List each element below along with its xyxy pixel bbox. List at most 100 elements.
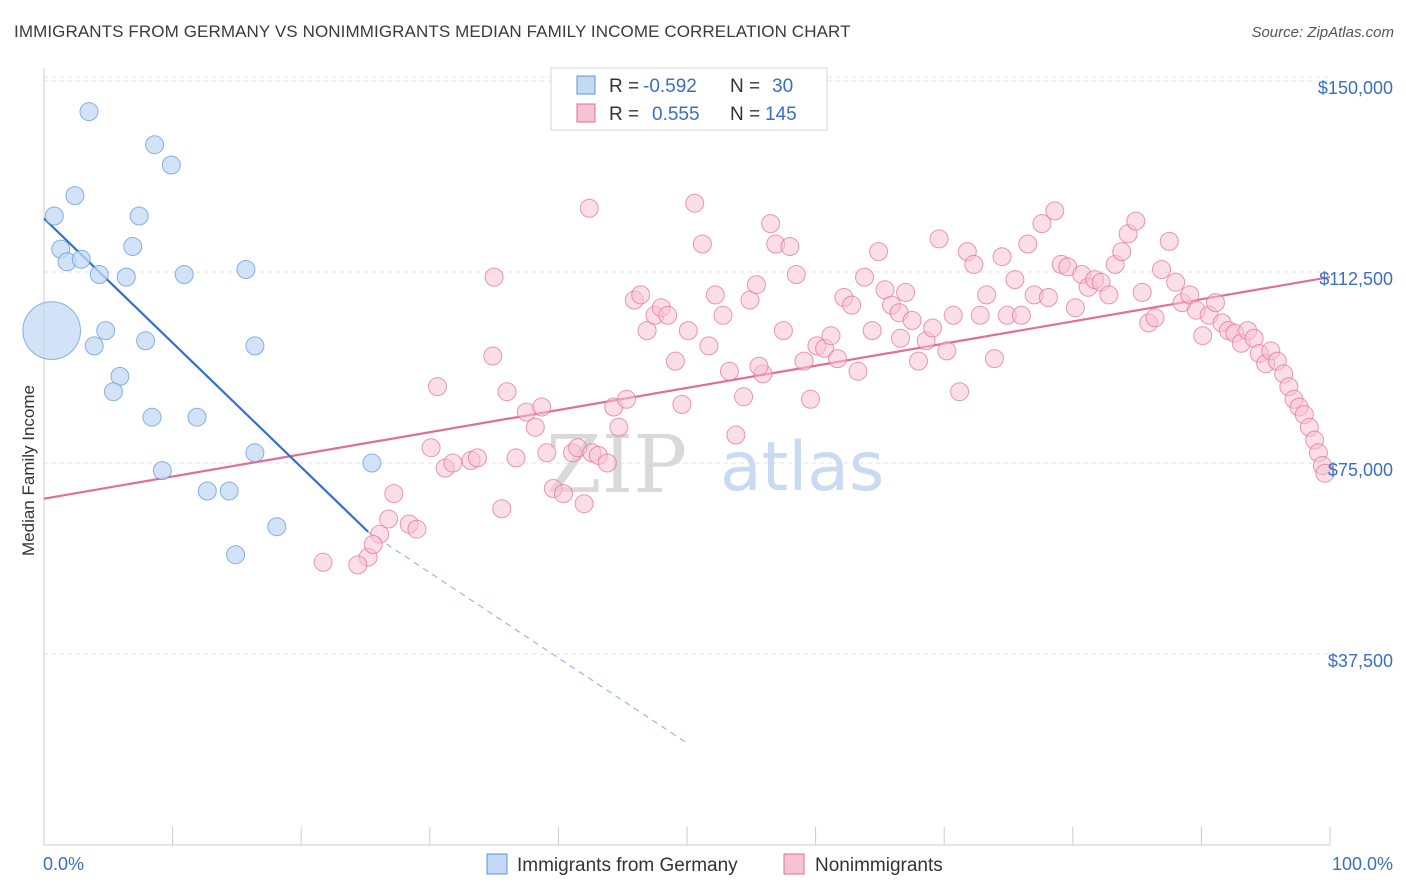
nonimmigrant-point-108 — [1112, 242, 1132, 262]
nonimmigrant-point-81 — [929, 229, 949, 249]
germany-point-4 — [65, 186, 85, 206]
nonimmigrant-point-50 — [719, 361, 739, 381]
germany-point-25 — [362, 453, 382, 473]
germany-point-16 — [84, 336, 104, 356]
nonimmigrant-point-49 — [713, 305, 733, 325]
y-tick-label-3: $150,000 — [1318, 78, 1393, 98]
nonimmigrant-point-120 — [1193, 326, 1213, 346]
nonimmigrant-point-65 — [821, 326, 841, 346]
nonimmigrant-point-68 — [842, 295, 862, 315]
nonimmigrant-point-70 — [855, 267, 874, 287]
nonimmigrant-point-76 — [896, 282, 916, 302]
nonimmigrant-point-23 — [537, 443, 557, 463]
nonimmigrant-point-98 — [1045, 201, 1065, 221]
nonimmigrant-point-61 — [794, 351, 814, 371]
nonimmigrant-point-77 — [902, 310, 922, 330]
nonimmigrant-point-101 — [1065, 298, 1085, 318]
legend-n-label-nonimmigrants: N = — [730, 104, 760, 125]
nonimmigrant-point-60 — [786, 265, 806, 284]
nonimmigrant-point-78 — [909, 351, 928, 371]
y-tick-label-0: $37,500 — [1328, 651, 1393, 671]
nonimmigrant-point-9 — [421, 438, 441, 458]
nonimmigrant-point-8 — [384, 484, 404, 504]
nonimmigrant-point-142 — [1315, 463, 1335, 483]
bottom-legend-label-nonimmigrants: Nonimmigrants — [815, 855, 943, 876]
nonimmigrant-point-17 — [492, 499, 512, 519]
legend-n-value-nonimmigrants: 145 — [765, 104, 797, 125]
y-tick-label-1: $75,000 — [1328, 460, 1393, 480]
grid-lines — [44, 76, 1330, 655]
nonimmigrant-point-72 — [869, 242, 889, 262]
nonimmigrant-point-66 — [828, 349, 847, 369]
nonimmigrant-point-19 — [506, 448, 526, 468]
nonimmigrant-point-86 — [964, 254, 984, 274]
nonimmigrant-point-41 — [658, 305, 678, 325]
nonimmigrant-point-15 — [483, 346, 503, 366]
nonimmigrant-point-144 — [891, 328, 910, 348]
nonimmigrant-point-21 — [525, 417, 545, 437]
germany-point-28 — [267, 517, 287, 537]
nonimmigrant-point-122 — [1206, 293, 1225, 313]
nonimmigrant-point-92 — [1005, 270, 1025, 290]
nonimmigrant-point-90 — [992, 247, 1012, 267]
nonimmigrant-point-34 — [609, 417, 629, 437]
nonimmigrant-point-12 — [443, 453, 463, 473]
nonimmigrant-point-54 — [746, 275, 766, 295]
legend-r-label-nonimmigrants: R = — [609, 104, 639, 125]
nonimmigrant-point-83 — [943, 305, 963, 325]
bottom-legend-label-germany: Immigrants from Germany — [517, 855, 738, 876]
trend-line-germany-extension — [367, 531, 688, 744]
nonimmigrant-point-18 — [497, 382, 517, 402]
chart-title: IMMIGRANTS FROM GERMANY VS NONIMMIGRANTS… — [14, 22, 851, 41]
nonimmigrant-point-10 — [428, 377, 447, 397]
nonimmigrant-point-111 — [1132, 282, 1152, 302]
nonimmigrant-point-115 — [1159, 231, 1179, 251]
germany-point-15 — [96, 321, 116, 341]
nonimmigrant-point-82 — [937, 341, 957, 361]
y-tick-labels: $37,500 $75,000 $112,500 $150,000 — [1318, 78, 1393, 671]
nonimmigrant-point-143 — [749, 356, 769, 376]
nonimmigrant-point-28 — [574, 494, 594, 514]
germany-point-27 — [219, 481, 239, 501]
legend-n-label-germany: N = — [730, 76, 760, 97]
axes — [43, 68, 1331, 846]
germany-point-1 — [79, 102, 99, 122]
nonimmigrant-point-32 — [597, 453, 617, 473]
nonimmigrant-point-80 — [923, 318, 943, 338]
watermark: ZIP atlas — [546, 418, 884, 511]
nonimmigrant-point-93 — [1011, 305, 1031, 325]
nonimmigrant-point-5 — [363, 535, 383, 554]
germany-point-29 — [226, 545, 246, 565]
watermark-atlas: atlas — [720, 428, 884, 507]
legend-r-label-germany: R = — [609, 76, 639, 97]
nonimmigrant-point-59 — [780, 237, 800, 256]
trend-line-nonimmigrants — [43, 276, 1331, 500]
nonimmigrant-point-48 — [705, 285, 725, 305]
germany-point-18 — [245, 336, 265, 356]
nonimmigrant-point-69 — [848, 361, 868, 381]
germany-point-24 — [152, 461, 172, 481]
nonimmigrant-point-7 — [407, 519, 427, 539]
nonimmigrant-point-110 — [1126, 211, 1146, 231]
germany-point-12 — [116, 267, 136, 287]
nonimmigrant-point-88 — [977, 285, 997, 305]
nonimmigrant-point-16 — [484, 267, 504, 287]
germany-point-22 — [187, 407, 207, 427]
nonimmigrant-point-114 — [1152, 260, 1171, 279]
legend-n-value-germany: 30 — [772, 76, 793, 97]
germany-point-14 — [236, 260, 256, 279]
germany-point-10 — [71, 249, 91, 269]
germany-point-20 — [103, 382, 123, 402]
germany-point-5 — [44, 206, 64, 226]
nonimmigrant-point-38 — [637, 321, 657, 341]
nonimmigrant-point-71 — [862, 321, 882, 341]
germany-point-13 — [174, 265, 194, 284]
legend-r-value-nonimmigrants: 0.555 — [652, 104, 700, 125]
nonimmigrant-point-84 — [950, 382, 970, 402]
nonimmigrant-point-45 — [685, 193, 705, 213]
chart-source: Source: ZipAtlas.com — [1251, 24, 1394, 41]
nonimmigrant-point-44 — [678, 321, 698, 341]
nonimmigrant-point-0 — [313, 552, 333, 572]
nonimmigrant-point-42 — [665, 351, 685, 371]
legend-r-value-germany: -0.592 — [643, 76, 697, 97]
